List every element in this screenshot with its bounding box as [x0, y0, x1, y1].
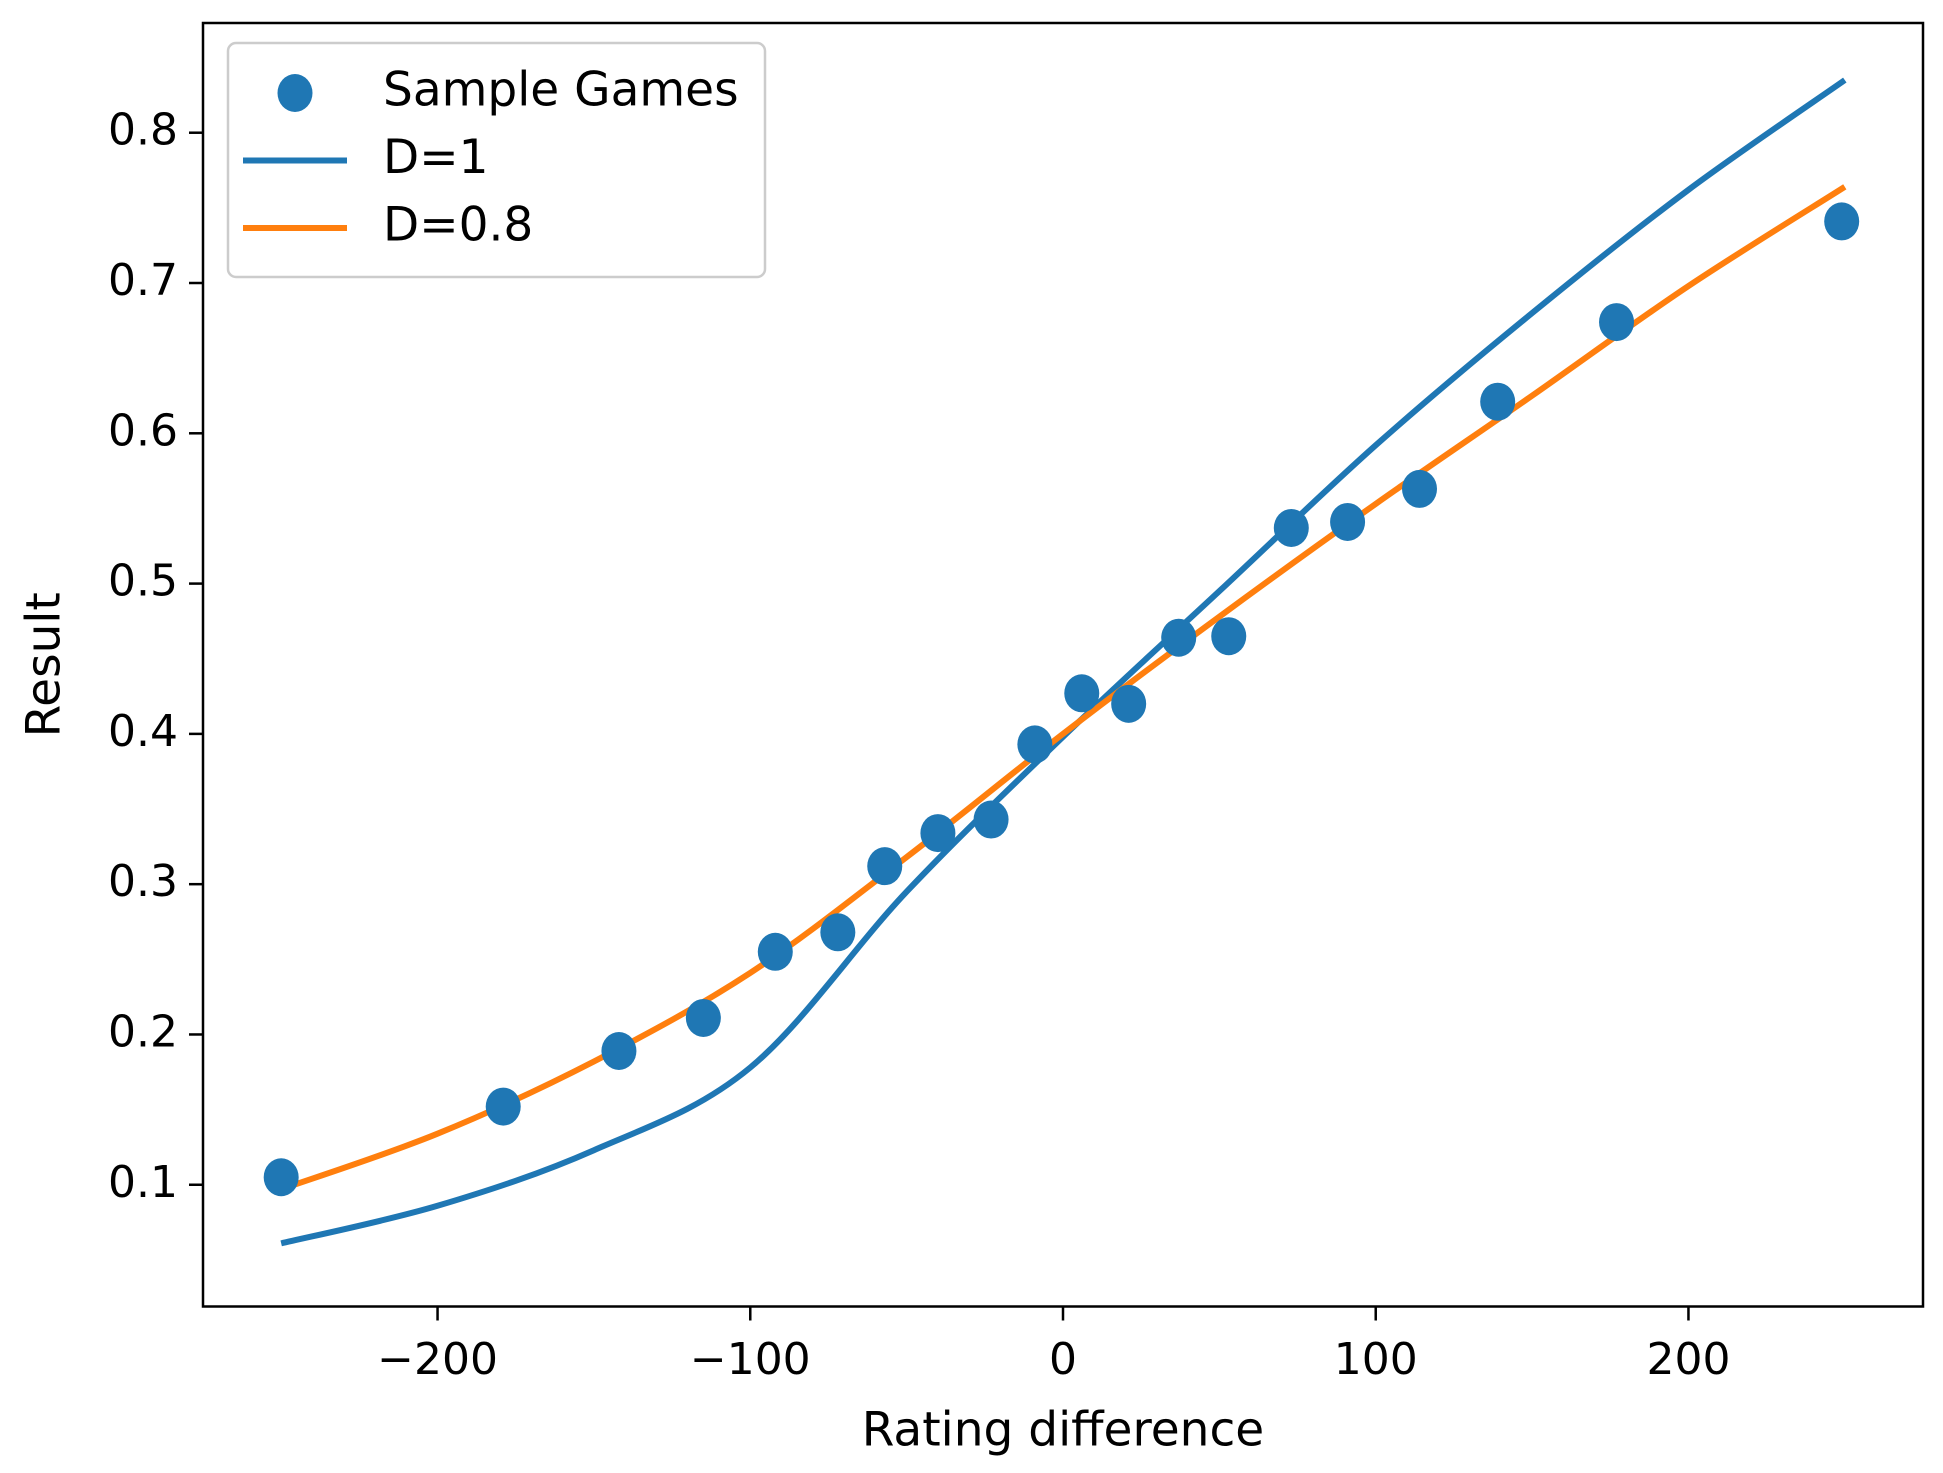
scatter-point [1402, 469, 1438, 508]
scatter-point [1273, 508, 1309, 547]
scatter-point [757, 932, 793, 971]
scatter-point [1211, 617, 1247, 656]
x-tick-label: 0 [1049, 1334, 1077, 1385]
scatter-point [973, 800, 1009, 839]
x-tick-label: 200 [1646, 1334, 1730, 1385]
scatter-point [685, 998, 721, 1037]
legend-label: Sample Games [383, 63, 739, 118]
y-tick-label: 0.3 [108, 856, 178, 907]
y-tick-label: 0.7 [108, 255, 178, 306]
scatter-point [1330, 502, 1366, 541]
legend-box [226, 41, 767, 279]
legend-marker-sample-games [277, 74, 313, 112]
scatter-point [1017, 725, 1053, 764]
scatter-point [1111, 684, 1147, 723]
scatter-point [920, 814, 956, 853]
y-axis-label: Result [17, 592, 72, 737]
scatter-point [601, 1032, 637, 1071]
y-tick-label: 0.5 [108, 556, 178, 607]
scatter-point [1480, 382, 1516, 421]
scatter-point [1161, 618, 1197, 657]
y-tick-label: 0.8 [108, 105, 178, 156]
y-tick-label: 0.6 [108, 405, 178, 456]
legend-label: D=0.8 [383, 198, 533, 253]
x-axis-label: Rating difference [862, 1403, 1264, 1458]
y-tick-label: 0.2 [108, 1006, 178, 1057]
scatter-point [1599, 303, 1635, 342]
scatter-point [485, 1087, 521, 1126]
scatter-point [263, 1158, 299, 1197]
y-tick-label: 0.1 [108, 1157, 178, 1208]
scatter-point [867, 847, 903, 886]
scatter-point [1824, 202, 1860, 241]
legend-label: D=1 [383, 130, 488, 185]
scatter-point [820, 913, 856, 952]
y-tick-label: 0.4 [108, 706, 178, 757]
x-tick-label: −200 [377, 1334, 498, 1385]
scatter-point [1064, 674, 1100, 713]
d08-curve [280, 184, 1847, 1193]
x-tick-label: 100 [1334, 1334, 1418, 1385]
x-tick-label: −100 [690, 1334, 811, 1385]
